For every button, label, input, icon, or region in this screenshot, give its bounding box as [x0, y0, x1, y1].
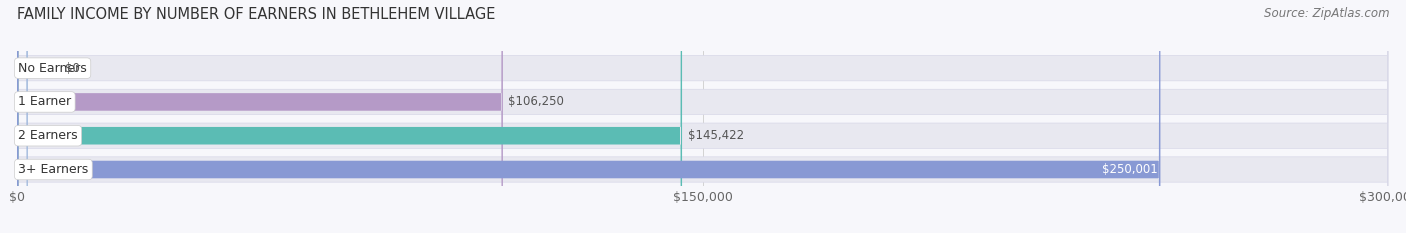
FancyBboxPatch shape	[17, 0, 1160, 233]
Text: 2 Earners: 2 Earners	[18, 129, 77, 142]
FancyBboxPatch shape	[17, 0, 682, 233]
Text: 3+ Earners: 3+ Earners	[18, 163, 89, 176]
FancyBboxPatch shape	[17, 0, 1389, 233]
FancyBboxPatch shape	[17, 0, 1389, 233]
Text: 1 Earner: 1 Earner	[18, 96, 72, 108]
Text: No Earners: No Earners	[18, 62, 87, 75]
Text: FAMILY INCOME BY NUMBER OF EARNERS IN BETHLEHEM VILLAGE: FAMILY INCOME BY NUMBER OF EARNERS IN BE…	[17, 7, 495, 22]
Text: $145,422: $145,422	[688, 129, 744, 142]
FancyBboxPatch shape	[17, 0, 1389, 233]
FancyBboxPatch shape	[17, 0, 1389, 233]
FancyBboxPatch shape	[17, 0, 503, 233]
FancyBboxPatch shape	[17, 0, 28, 233]
Text: $106,250: $106,250	[509, 96, 564, 108]
Text: $0: $0	[65, 62, 80, 75]
Text: $250,001: $250,001	[1102, 163, 1157, 176]
Text: Source: ZipAtlas.com: Source: ZipAtlas.com	[1264, 7, 1389, 20]
